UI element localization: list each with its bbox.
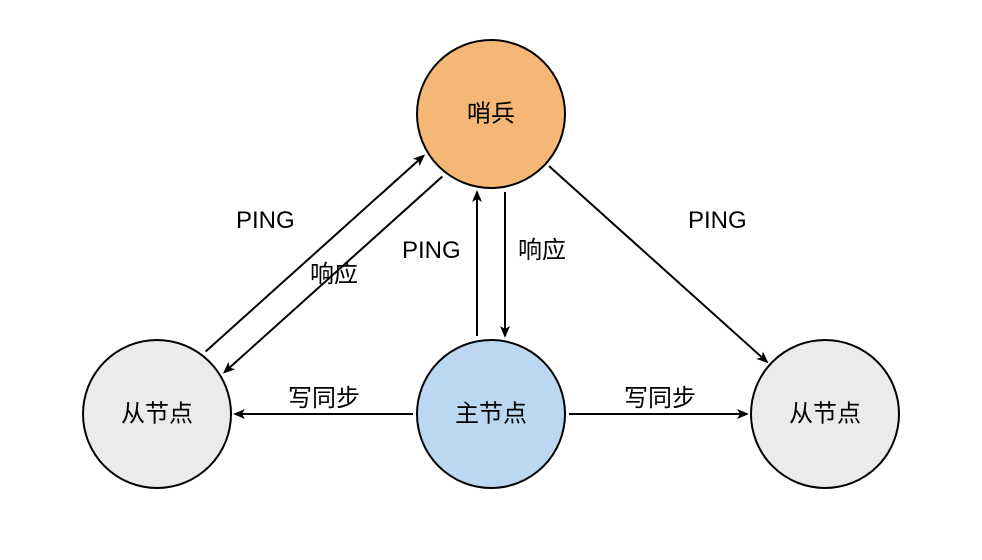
edge-slave1-sentinel xyxy=(206,156,424,352)
node-label-slave1: 从节点 xyxy=(121,401,193,428)
edge-label-slave1-sentinel: 响应 xyxy=(310,261,358,288)
edge-label-master-slave1: 写同步 xyxy=(288,385,360,412)
edge-label-sentinel-master: PING xyxy=(402,237,461,264)
node-label-sentinel: 哨兵 xyxy=(467,101,515,128)
edge-label-master-slave2: 写同步 xyxy=(624,385,696,412)
edge-label-sentinel-slave1: PING xyxy=(236,207,295,234)
node-label-slave2: 从节点 xyxy=(789,401,861,428)
edge-label-master-sentinel: 响应 xyxy=(518,237,566,264)
edge-sentinel-slave2 xyxy=(549,166,767,362)
edge-label-sentinel-slave2: PING xyxy=(688,207,747,234)
node-label-master: 主节点 xyxy=(455,401,527,428)
diagram-canvas: 哨兵从节点 主节点 从节点 PING 响应 PING 响应 PING 写同步 写同步 xyxy=(0,0,982,560)
